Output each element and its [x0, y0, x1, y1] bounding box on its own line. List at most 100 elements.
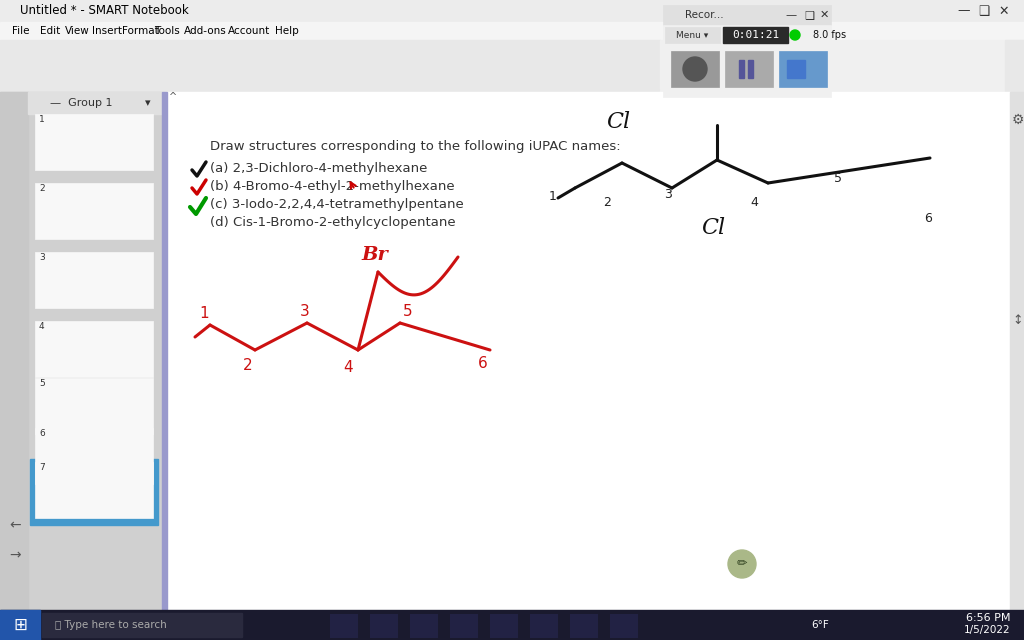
Text: —: — [957, 4, 971, 17]
Text: Cl: Cl [606, 111, 630, 133]
Bar [0, 610, 162, 640]
Bar [30, 459, 158, 525]
Bar [0, 610, 40, 640]
Bar [748, 60, 753, 78]
Bar [779, 51, 827, 87]
Text: 🔍 Type here to search: 🔍 Type here to search [55, 620, 167, 630]
Text: 2: 2 [39, 184, 45, 193]
Text: 1: 1 [549, 189, 557, 202]
Bar [35, 321, 153, 377]
Bar [0, 0, 1024, 22]
Bar [28, 92, 162, 114]
Bar [42, 613, 242, 637]
Text: 4: 4 [750, 195, 758, 209]
Bar [0, 40, 660, 90]
Bar [35, 114, 153, 170]
Text: Tools: Tools [154, 26, 180, 36]
Text: ❑: ❑ [978, 4, 989, 17]
Bar [1010, 92, 1024, 610]
Text: (c) 3-Iodo-2,2,4,4-tetramethylpentane: (c) 3-Iodo-2,2,4,4-tetramethylpentane [210, 198, 464, 211]
Text: 1: 1 [200, 305, 209, 321]
Text: (a) 2,3-Dichloro-4-methylhexane: (a) 2,3-Dichloro-4-methylhexane [210, 162, 427, 175]
Circle shape [790, 30, 800, 40]
Text: Menu ▾: Menu ▾ [676, 31, 709, 40]
Bar [671, 51, 719, 87]
Text: File: File [12, 26, 30, 36]
Bar [165, 92, 1010, 610]
Text: Recor...: Recor... [685, 10, 724, 20]
Bar [0, 92, 28, 610]
Bar [723, 27, 788, 43]
Bar [35, 183, 153, 239]
Bar [570, 614, 598, 638]
Text: 5: 5 [834, 172, 842, 184]
Text: 6:56 PM: 6:56 PM [966, 613, 1010, 623]
Bar [787, 60, 805, 78]
Bar [0, 90, 660, 130]
Bar [665, 27, 720, 43]
Text: ⚙: ⚙ [1012, 113, 1024, 127]
Text: ✏: ✏ [736, 557, 748, 570]
Bar [739, 60, 744, 78]
Text: Untitled * - SMART Notebook: Untitled * - SMART Notebook [20, 4, 188, 17]
Text: (d) Cis-1-Bromo-2-ethylcyclopentane: (d) Cis-1-Bromo-2-ethylcyclopentane [210, 216, 456, 229]
Text: View: View [65, 26, 90, 36]
Text: 3: 3 [39, 253, 45, 262]
Text: Cl: Cl [701, 217, 725, 239]
Bar [370, 614, 398, 638]
Bar [450, 614, 478, 638]
Text: ←: ← [9, 518, 20, 532]
Text: 1/5/2022: 1/5/2022 [964, 625, 1010, 635]
Text: Add-ons: Add-ons [184, 26, 226, 36]
Text: —  Group 1: — Group 1 [50, 98, 113, 108]
Text: Format: Format [122, 26, 159, 36]
Text: 2: 2 [603, 196, 611, 209]
Text: 3: 3 [664, 189, 672, 202]
Bar [35, 252, 153, 308]
Bar [330, 614, 358, 638]
Bar [410, 614, 438, 638]
Text: 0:01:21: 0:01:21 [732, 30, 779, 40]
Bar [610, 614, 638, 638]
Text: 5: 5 [39, 379, 45, 388]
Bar [0, 22, 1024, 40]
Text: 1: 1 [39, 115, 45, 124]
Text: ✕: ✕ [998, 4, 1010, 17]
Text: Help: Help [275, 26, 299, 36]
Text: □  Auto-hide: □ Auto-hide [35, 620, 106, 630]
Text: 3: 3 [300, 305, 310, 319]
Text: 6°F: 6°F [811, 620, 828, 630]
Bar [490, 614, 518, 638]
Text: ^: ^ [169, 92, 177, 102]
Text: 6: 6 [39, 429, 45, 438]
Bar [660, 40, 1024, 90]
Text: ⊞: ⊞ [13, 616, 27, 634]
Text: Insert: Insert [92, 26, 122, 36]
Bar [660, 90, 1020, 130]
Text: 6: 6 [478, 355, 487, 371]
Text: 4: 4 [343, 360, 353, 374]
Text: (b) 4-Bromo-4-ethyl-2-methylhexane: (b) 4-Bromo-4-ethyl-2-methylhexane [210, 180, 455, 193]
Text: ✕: ✕ [819, 10, 828, 20]
Bar [663, 25, 831, 97]
Bar [1005, 40, 1024, 130]
Circle shape [683, 57, 707, 81]
Bar [530, 614, 558, 638]
Text: 5: 5 [403, 303, 413, 319]
Text: 7: 7 [39, 463, 45, 472]
Text: Account: Account [228, 26, 270, 36]
Text: Br: Br [361, 246, 388, 264]
Circle shape [728, 550, 756, 578]
Bar [35, 378, 153, 434]
Bar [0, 92, 162, 610]
Bar [35, 428, 153, 484]
Text: 8.0 fps: 8.0 fps [813, 30, 846, 40]
Bar [35, 462, 153, 518]
Bar [725, 51, 773, 87]
Text: →: → [9, 548, 20, 562]
Text: 6: 6 [924, 211, 932, 225]
Text: ↕: ↕ [1013, 314, 1023, 326]
Text: ▾: ▾ [145, 98, 151, 108]
Text: Edit: Edit [40, 26, 60, 36]
Bar [162, 92, 167, 610]
